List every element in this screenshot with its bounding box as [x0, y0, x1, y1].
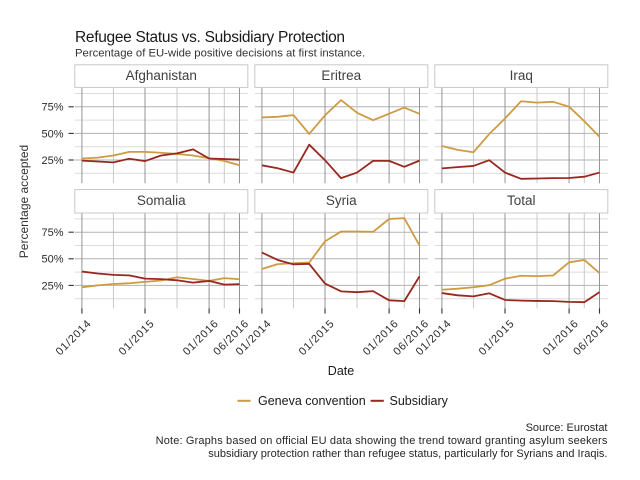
svg-text:50%: 50%: [41, 128, 63, 140]
svg-text:Eritrea: Eritrea: [321, 68, 361, 83]
svg-text:Iraq: Iraq: [510, 68, 533, 83]
svg-text:75%: 75%: [41, 227, 63, 239]
svg-text:Percentage of EU-wide positive: Percentage of EU-wide positive decisions…: [75, 48, 365, 60]
svg-text:Percentage accepted: Percentage accepted: [17, 145, 31, 258]
svg-text:Refugee Status vs. Subsidiary: Refugee Status vs. Subsidiary Protection: [75, 29, 345, 46]
svg-text:Somalia: Somalia: [137, 193, 186, 208]
svg-text:Afghanistan: Afghanistan: [126, 68, 197, 83]
svg-text:25%: 25%: [41, 155, 63, 167]
svg-text:Syria: Syria: [326, 193, 357, 208]
svg-text:Subsidiary: Subsidiary: [390, 394, 449, 408]
svg-text:Note: Graphs based on official: Note: Graphs based on official EU data s…: [156, 435, 608, 447]
svg-text:25%: 25%: [41, 280, 63, 292]
svg-text:Source: Eurostat: Source: Eurostat: [526, 422, 608, 434]
svg-text:Total: Total: [507, 193, 536, 208]
svg-text:subsidiary protection rather t: subsidiary protection rather than refuge…: [208, 448, 607, 460]
svg-text:Date: Date: [328, 364, 354, 378]
svg-text:50%: 50%: [41, 254, 63, 266]
svg-text:75%: 75%: [41, 102, 63, 114]
svg-text:Geneva convention: Geneva convention: [258, 394, 366, 408]
